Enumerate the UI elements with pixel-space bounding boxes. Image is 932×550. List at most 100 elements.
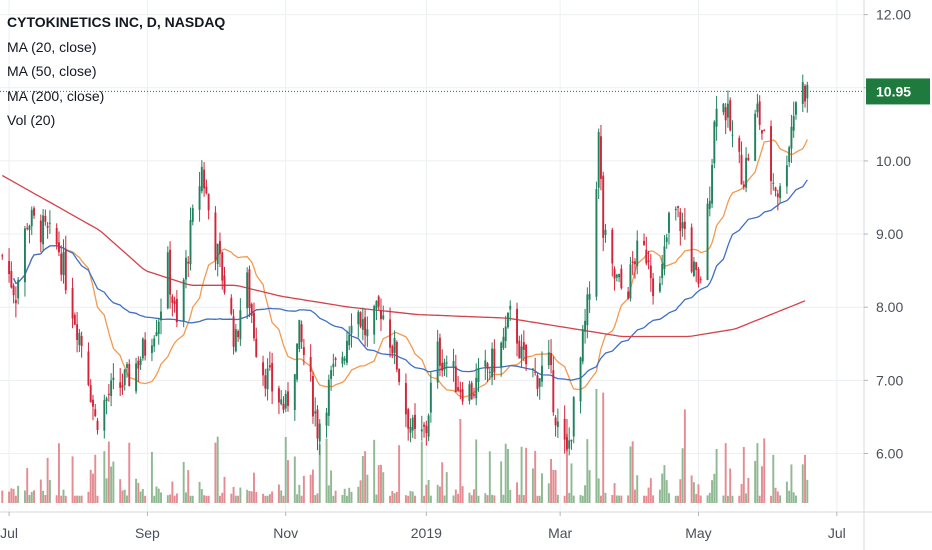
volume-bar: [284, 437, 287, 503]
candle-body: [443, 362, 446, 370]
volume-bar: [203, 495, 206, 503]
volume-bar: [184, 492, 187, 503]
volume-bar: [395, 492, 398, 503]
candle-body: [293, 374, 296, 410]
volume-bar: [110, 466, 113, 503]
candle-body: [724, 107, 727, 121]
candle-body: [327, 379, 330, 416]
candle-body: [157, 321, 160, 334]
y-tick-label: 7.00: [876, 372, 903, 388]
candle-body: [277, 388, 280, 403]
candle-body: [636, 240, 639, 267]
candle-body: [391, 346, 394, 354]
candle-body: [377, 296, 380, 307]
indicator-ma20[interactable]: MA (20, close): [7, 38, 97, 55]
volume-bar: [509, 489, 512, 503]
last-price-badge-label: 10.95: [876, 83, 911, 99]
candle-body: [763, 130, 766, 132]
candle-body: [652, 278, 655, 297]
volume-bar: [327, 485, 330, 503]
candle-body: [110, 380, 113, 396]
candle-body: [792, 116, 795, 131]
volume-bar: [239, 487, 242, 503]
volume-bar: [643, 495, 645, 503]
volume-bar: [232, 486, 235, 503]
candle-body: [214, 212, 217, 261]
volume-bar: [774, 487, 777, 503]
volume-bar: [121, 490, 124, 503]
volume-bar: [581, 495, 584, 503]
volume-bar: [214, 442, 217, 503]
candle-body: [423, 424, 426, 427]
volume-bar: [459, 419, 462, 503]
candle-body: [237, 331, 240, 338]
candle-body: [711, 164, 714, 204]
volume-bar: [12, 488, 15, 503]
candle-body: [520, 346, 523, 359]
candle-body: [647, 260, 650, 263]
volume-bar: [731, 495, 734, 503]
indicator-ma50[interactable]: MA (50, close): [7, 63, 97, 79]
volume-bar: [135, 478, 138, 503]
volume-bar: [631, 441, 634, 503]
volume-bar: [636, 475, 639, 503]
volume-bar: [758, 495, 761, 503]
volume-bar: [391, 491, 394, 503]
candle-body: [10, 270, 13, 288]
volume-bar: [407, 495, 410, 503]
volume-bar: [350, 491, 353, 503]
candle-body: [121, 385, 124, 388]
volume-bar: [182, 461, 185, 503]
volume-bar: [565, 419, 568, 503]
volume-bar: [46, 457, 49, 503]
volume-bar: [697, 484, 700, 503]
volume-bar: [266, 495, 269, 503]
candle-body: [262, 362, 265, 376]
volume-bar: [770, 495, 772, 503]
volume-bar: [674, 495, 677, 503]
volume-bar: [665, 480, 668, 503]
candle-body: [46, 225, 49, 228]
candle-body: [454, 366, 457, 392]
candle-body: [742, 184, 745, 188]
volume-bar: [409, 491, 412, 503]
volume-bar: [806, 479, 809, 503]
volume-bar: [579, 494, 582, 503]
candle-body: [357, 312, 360, 325]
y-tick-label: 12.00: [876, 7, 911, 23]
candle-body: [695, 262, 698, 270]
candle-body: [26, 227, 29, 229]
volume-bar: [611, 494, 614, 503]
volume-bar: [441, 462, 444, 503]
indicator-volume[interactable]: Vol (20): [7, 112, 56, 128]
volume-bar: [221, 492, 224, 503]
candle-body: [409, 426, 412, 433]
volume-bar: [420, 441, 423, 503]
volume-bar: [602, 392, 605, 503]
candle-body: [522, 342, 525, 350]
volume-bar: [695, 494, 698, 503]
candle-body: [697, 268, 700, 284]
candle-body: [398, 368, 401, 383]
candle-body: [708, 200, 711, 209]
volume-bar: [57, 443, 60, 503]
candle-body: [547, 352, 550, 366]
volume-bar: [404, 495, 407, 503]
volume-bar: [361, 456, 364, 503]
volume-bar: [359, 480, 362, 503]
volume-bar: [536, 495, 539, 503]
volume-bar: [629, 446, 632, 503]
candle-body: [588, 293, 591, 300]
volume-bar: [169, 494, 172, 503]
candle-body: [572, 397, 575, 437]
candle-body: [507, 313, 509, 328]
symbol-title: CYTOKINETICS INC, D, NASDAQ: [7, 14, 226, 30]
volume-bar: [189, 495, 192, 503]
volume-bar: [520, 446, 523, 503]
indicator-ma200[interactable]: MA (200, close): [7, 87, 105, 104]
candle-body: [17, 279, 20, 299]
volume-bar: [554, 469, 557, 503]
volume-bar: [287, 460, 289, 503]
volume-bar: [493, 495, 496, 503]
candle-body: [631, 261, 634, 264]
